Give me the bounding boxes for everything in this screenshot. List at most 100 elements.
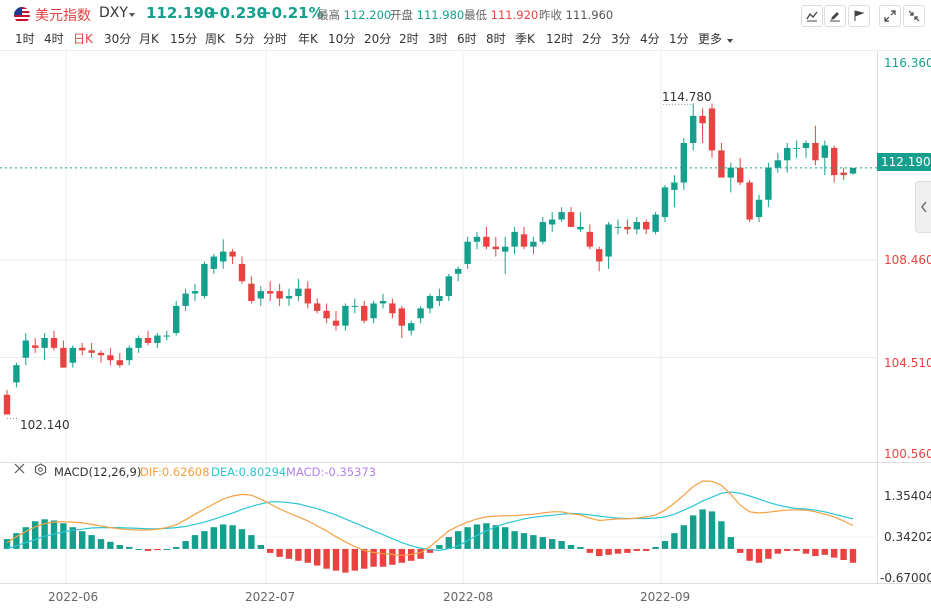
candle-body	[821, 145, 828, 158]
flag-tool-icon[interactable]	[848, 5, 870, 27]
candle-body	[539, 221, 546, 242]
collapse-icon[interactable]	[903, 5, 925, 27]
candle-body	[229, 251, 236, 257]
candle-body	[520, 234, 528, 247]
period-tab[interactable]: 20分	[364, 32, 392, 46]
candle-body	[633, 221, 640, 230]
candle-body	[690, 115, 697, 143]
candle-body	[492, 246, 499, 250]
candle-body	[295, 288, 302, 297]
period-tab[interactable]: 3分	[611, 32, 631, 46]
period-tab[interactable]: 6时	[457, 32, 477, 46]
last-price: 112.190	[146, 4, 215, 22]
period-tab[interactable]: 1时	[15, 32, 35, 46]
candle-body	[774, 160, 781, 168]
period-tab[interactable]: 季K	[515, 32, 535, 46]
settings-icon[interactable]	[34, 463, 47, 479]
candle-body	[624, 226, 631, 230]
macd-bar	[173, 546, 180, 549]
chevron-down-icon[interactable]	[129, 13, 135, 17]
period-tab[interactable]: 8时	[486, 32, 506, 46]
macd-bar	[182, 541, 189, 549]
candle-body	[483, 236, 490, 247]
macd-bar	[314, 548, 321, 566]
macd-bar	[840, 548, 847, 561]
macd-bar	[549, 539, 556, 549]
period-tab[interactable]: 3时	[428, 32, 448, 46]
period-tab[interactable]: 1分	[669, 32, 689, 46]
macd-bar	[41, 519, 48, 549]
candle-body	[577, 226, 584, 230]
chevron-down-icon[interactable]	[727, 39, 733, 43]
candle-body	[802, 143, 810, 148]
stat-prev-close: 昨收 111.960	[539, 7, 613, 23]
candle-body	[530, 241, 537, 247]
candle-body	[840, 172, 847, 176]
period-tab[interactable]: 30分	[104, 32, 132, 46]
us-flag-icon	[14, 7, 30, 23]
candle-body	[276, 291, 283, 299]
chart-area[interactable]: 116.360 108.460 104.510 100.560 112.190 …	[0, 50, 931, 613]
stat-high: 最高 112.200	[317, 7, 391, 23]
stat-value: 111.960	[565, 8, 614, 22]
period-tab[interactable]: 12时	[546, 32, 574, 46]
candle-body	[351, 305, 358, 307]
macd-bar	[351, 548, 358, 571]
period-tab[interactable]: 10分	[328, 32, 356, 46]
macd-bar	[379, 548, 387, 567]
period-tab[interactable]: 5分	[235, 32, 255, 46]
macd-bar	[577, 546, 584, 549]
candle-body	[154, 335, 161, 343]
current-price-tag: 112.190	[877, 153, 931, 171]
candle-body	[737, 167, 744, 183]
candle-body	[69, 347, 76, 363]
macd-bar	[614, 548, 622, 554]
candle-body	[191, 291, 199, 294]
macd-bar	[295, 548, 302, 561]
price-axis-label: 108.460	[884, 253, 931, 267]
macd-bar	[708, 511, 716, 549]
candle-body	[182, 293, 189, 306]
period-tab[interactable]: 15分	[170, 32, 198, 46]
macd-axis-label: -0.67000	[880, 571, 931, 585]
period-tab[interactable]: 周K	[205, 32, 225, 46]
period-tab[interactable]: 年K	[298, 32, 318, 46]
close-icon[interactable]	[14, 463, 25, 477]
candle-body	[727, 167, 734, 178]
instrument-name[interactable]: 美元指数	[35, 8, 91, 24]
sidebar-toggle[interactable]	[915, 181, 931, 233]
pen-tool-icon[interactable]	[824, 5, 846, 27]
more-periods-dropdown[interactable]: 更多	[698, 32, 723, 46]
stat-low: 最低 111.920	[464, 7, 538, 23]
candlestick-chart[interactable]	[0, 50, 931, 613]
macd-bar	[210, 527, 217, 549]
period-tab[interactable]: 2分	[582, 32, 602, 46]
candle-body	[314, 303, 321, 311]
macd-bar	[97, 539, 105, 549]
candle-body	[97, 352, 105, 356]
period-tab[interactable]: 月K	[139, 32, 159, 46]
candle-body	[849, 167, 857, 174]
candle-body	[116, 360, 123, 366]
expand-icon[interactable]	[879, 5, 901, 27]
period-tab[interactable]: 分时	[263, 32, 288, 46]
line-tool-icon[interactable]	[801, 5, 823, 27]
macd-bar	[229, 525, 236, 549]
period-tab[interactable]: 4时	[44, 32, 64, 46]
period-tab[interactable]: 4分	[640, 32, 660, 46]
macd-bar	[502, 527, 509, 549]
macd-macd-value: MACD:-0.35373	[286, 465, 377, 479]
macd-bar	[22, 527, 29, 549]
macd-bar	[473, 524, 481, 549]
candle-body	[107, 355, 114, 361]
candle-body	[718, 150, 725, 178]
period-tab-active[interactable]: 日K	[73, 32, 93, 46]
candle-body	[79, 347, 86, 351]
macd-bar	[793, 548, 800, 551]
macd-title: MACD(12,26,9)	[54, 465, 142, 479]
macd-bar	[831, 548, 838, 558]
instrument-code-dropdown[interactable]: DXY	[99, 5, 128, 21]
candle-body	[436, 296, 443, 301]
stat-label: 最低	[464, 8, 487, 22]
period-tab[interactable]: 2时	[399, 32, 419, 46]
